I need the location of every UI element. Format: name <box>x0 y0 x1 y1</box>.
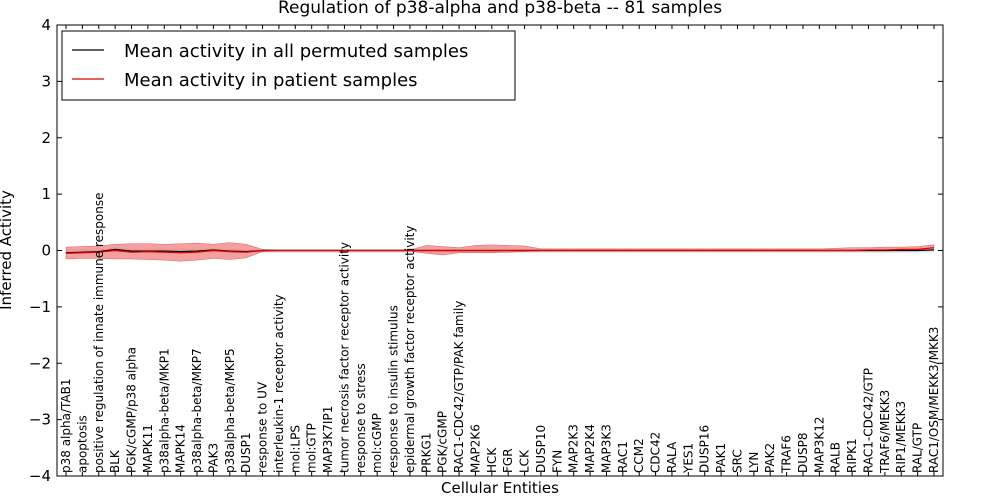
y-axis-label: Inferred Activity <box>0 190 15 310</box>
x-tick-label: PRKG1 <box>419 433 433 473</box>
y-tick-label: 1 <box>41 185 51 203</box>
y-tick-label: −1 <box>29 298 51 316</box>
x-tick-label: PGK/cGMP/p38 alpha <box>125 347 139 473</box>
x-tick-label: RALA <box>665 441 679 473</box>
x-tick-label: RAC1 <box>616 441 630 473</box>
x-tick-label: TRAF6/MEKK3 <box>878 390 892 474</box>
y-tick-label: 2 <box>41 129 51 147</box>
x-tick-label: p38alpha-beta/MKP7 <box>190 348 204 473</box>
y-tick-label: 3 <box>41 72 51 90</box>
x-axis-ticks: p38 alpha/TAB1 apoptosis positive regulati… <box>59 25 941 476</box>
x-tick-label: PAK3 <box>206 443 220 473</box>
y-tick-label: 0 <box>41 242 51 260</box>
x-tick-label: response to UV <box>256 381 270 473</box>
x-tick-label: CDC42 <box>649 432 663 473</box>
legend-label-permuted: Mean activity in all permuted samples <box>124 41 468 62</box>
x-tick-label: RIPK1 <box>845 438 859 473</box>
x-tick-label: LYN <box>747 452 761 473</box>
x-tick-label: LCK <box>518 449 532 473</box>
x-tick-label: HCK <box>485 447 499 473</box>
x-tick-label: p38alpha-beta/MKP5 <box>223 348 237 473</box>
x-tick-label: mol:cGMP <box>370 413 384 473</box>
x-tick-label: interleukin-1 receptor activity <box>272 294 286 473</box>
x-tick-label: PGK/cGMP <box>436 411 450 473</box>
x-tick-label: RAL/GTP <box>911 423 925 473</box>
chart-title: Regulation of p38-alpha and p38-beta -- … <box>278 0 722 18</box>
y-tick-label: 4 <box>41 16 51 34</box>
x-tick-label: TRAF6 <box>780 435 794 474</box>
x-tick-label: MAP2K6 <box>468 424 482 473</box>
x-tick-label: RAC1/OSM/MEKK3/MKK3 <box>927 327 941 473</box>
x-tick-label: RALB <box>829 442 843 473</box>
x-tick-label: p38alpha-beta/MKP1 <box>157 348 171 473</box>
x-tick-label: response to insulin stimulus <box>387 305 401 473</box>
x-tick-label: MAP2K4 <box>583 424 597 473</box>
x-tick-label: FYN <box>550 450 564 473</box>
y-tick-label: −3 <box>29 411 51 429</box>
x-axis-label: Cellular Entities <box>441 479 559 497</box>
series-lines <box>65 247 935 254</box>
legend-label-patient: Mean activity in patient samples <box>124 70 418 91</box>
x-tick-label: PAK1 <box>714 443 728 473</box>
x-tick-label: DUSP16 <box>698 425 712 473</box>
x-tick-label: FGR <box>501 448 515 473</box>
y-axis-ticks: 4 3 2 1 0 −1 −2 −3 −4 <box>29 16 943 485</box>
x-tick-label: SRC <box>730 449 744 473</box>
x-tick-label: response to stress <box>354 363 368 473</box>
y-tick-label: −2 <box>29 354 51 372</box>
x-tick-label: apoptosis <box>75 415 89 473</box>
x-tick-label: YES1 <box>681 443 695 474</box>
x-tick-label: DUSP1 <box>239 432 253 473</box>
x-tick-label: MAP2K3 <box>567 424 581 473</box>
x-tick-label: RIP1/MEKK3 <box>894 401 908 473</box>
legend-box <box>61 30 516 101</box>
x-tick-label: PAK2 <box>763 443 777 473</box>
x-tick-label: BLK <box>108 449 122 473</box>
x-tick-label: DUSP8 <box>796 432 810 473</box>
x-tick-label: mol:LPS <box>288 425 302 473</box>
x-tick-label: MAPK11 <box>141 424 155 473</box>
legend: Mean activity in all permuted samples Me… <box>61 30 516 101</box>
x-tick-label: CCM2 <box>632 438 646 473</box>
x-tick-label: tumor necrosis factor receptor activity <box>337 242 351 473</box>
plot-area-frame <box>56 24 944 477</box>
x-tick-label: MAP3K12 <box>812 416 826 473</box>
x-tick-label: mol:GTP <box>305 423 319 473</box>
x-tick-label: p38 alpha/TAB1 <box>59 379 73 473</box>
x-tick-label: positive regulation of innate immune res… <box>92 193 106 473</box>
x-tick-label: epidermal growth factor receptor activit… <box>403 226 417 473</box>
x-tick-label: MAP3K3 <box>599 424 613 473</box>
x-tick-label: DUSP10 <box>534 425 548 473</box>
x-tick-label: MAPK14 <box>174 424 188 473</box>
y-tick-label: −4 <box>29 467 51 485</box>
x-tick-label: RAC1-CDC42/GTP <box>861 368 875 473</box>
x-tick-label: RAC1-CDC42/GTP/PAK family <box>452 301 466 473</box>
x-tick-label: MAP3K7IP1 <box>321 406 335 473</box>
series-line-1 <box>65 247 935 254</box>
